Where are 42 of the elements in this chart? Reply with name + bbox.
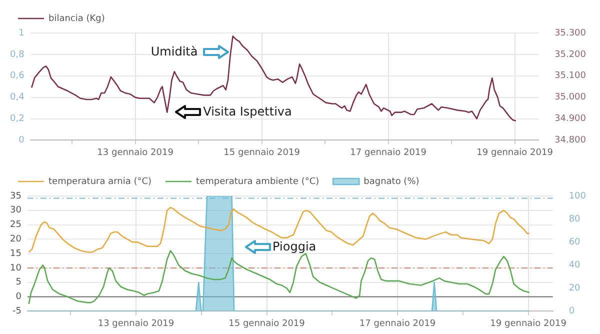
- y-tick-label: 15: [10, 248, 22, 259]
- y2-tick-label: 80: [568, 214, 581, 224]
- x-tick-label: 13 gennaio 2019: [97, 148, 174, 158]
- x-tick-label: 19 gennaio 2019: [490, 318, 567, 329]
- x-tick-label: 19 gennaio 2019: [476, 148, 554, 158]
- annotation: Visita Ispettiva: [203, 104, 292, 118]
- y2-tick-label: 20: [568, 284, 581, 294]
- y2-tick-label: 100: [568, 191, 586, 202]
- y2-tick-label: 60: [568, 237, 581, 248]
- y-tick-label: 25: [10, 220, 22, 230]
- y2-tick-label: 34.900: [554, 114, 586, 124]
- annotation: Umidità: [150, 44, 198, 58]
- y-tick-label: 0: [16, 292, 22, 302]
- y2-tick-label: 40: [568, 260, 581, 270]
- legend-label: temperatura ambiente (°C): [196, 176, 320, 187]
- x-tick-label: 15 gennaio 2019: [228, 318, 306, 329]
- y-tick-label: 0,2: [10, 114, 24, 124]
- y2-tick-label: 35.300: [554, 28, 586, 38]
- y-tick-label: 0,8: [10, 50, 25, 60]
- x-tick-label: 17 gennaio 2019: [359, 318, 436, 329]
- annotation: Pioggia: [272, 239, 316, 254]
- y-tick-label: 30: [10, 206, 22, 216]
- y2-tick-label: 34.800: [554, 136, 586, 146]
- legend-label: bagnato (%): [364, 176, 420, 187]
- y-tick-label: -5: [12, 306, 22, 317]
- legend-label: temperatura arnia (°C): [48, 176, 152, 187]
- y-tick-label: 20: [10, 234, 22, 245]
- y2-tick-label: 35.200: [554, 50, 586, 60]
- legend-label: bilancia (Kg): [48, 14, 105, 24]
- y-tick-label: 10: [10, 263, 22, 274]
- y2-tick-label: 35.100: [554, 71, 586, 82]
- y-tick-label: 5: [16, 278, 22, 288]
- y2-tick-label: 0: [568, 306, 575, 317]
- y-tick-label: 0,4: [10, 92, 25, 103]
- x-tick-label: 15 gennaio 2019: [224, 148, 300, 158]
- y-tick-label: 0: [18, 136, 25, 146]
- x-tick-label: 17 gennaio 2019: [350, 148, 427, 158]
- y-tick-label: 0,6: [10, 71, 25, 82]
- y2-tick-label: 35.000: [554, 92, 586, 103]
- x-tick-label: 13 gennaio 2019: [98, 318, 174, 329]
- y-tick-label: 35: [10, 191, 22, 202]
- y-tick-label: 1: [18, 28, 24, 38]
